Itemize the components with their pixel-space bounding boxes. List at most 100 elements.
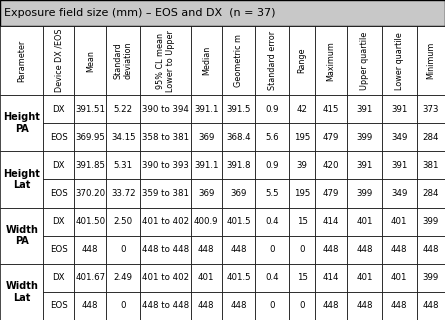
Text: Mean: Mean <box>86 50 95 72</box>
Bar <box>191 151 222 180</box>
Text: 399: 399 <box>356 189 373 198</box>
Bar <box>106 26 140 95</box>
Text: 0: 0 <box>121 301 126 310</box>
Bar <box>255 207 289 236</box>
Text: 448: 448 <box>82 301 98 310</box>
Bar <box>417 236 445 264</box>
Bar <box>417 95 445 123</box>
Bar <box>44 264 74 292</box>
Bar <box>222 123 255 151</box>
Bar <box>74 292 106 320</box>
Bar <box>255 236 289 264</box>
Text: 448: 448 <box>230 245 247 254</box>
Bar <box>222 151 255 180</box>
Text: 401: 401 <box>356 273 373 282</box>
Bar <box>347 26 382 95</box>
Text: 391.85: 391.85 <box>75 161 105 170</box>
Bar <box>140 123 191 151</box>
Bar <box>44 151 74 180</box>
Bar <box>74 180 106 207</box>
Text: 0: 0 <box>270 245 275 254</box>
Text: Median: Median <box>202 46 211 75</box>
Text: Standard
deviation: Standard deviation <box>113 42 133 79</box>
Text: 195: 195 <box>294 133 310 142</box>
Text: 369: 369 <box>230 189 247 198</box>
Bar <box>222 236 255 264</box>
Bar <box>106 264 140 292</box>
Text: 448: 448 <box>82 245 98 254</box>
Bar <box>255 264 289 292</box>
Text: EOS: EOS <box>50 133 68 142</box>
Bar <box>191 180 222 207</box>
Text: 391.1: 391.1 <box>194 161 218 170</box>
Text: Upper quartile: Upper quartile <box>360 31 369 90</box>
Text: 5.5: 5.5 <box>266 189 279 198</box>
Text: Standard error: Standard error <box>268 31 277 90</box>
Text: 349: 349 <box>391 133 408 142</box>
Bar <box>191 264 222 292</box>
Text: 391: 391 <box>391 105 408 114</box>
Bar <box>315 151 347 180</box>
Bar <box>347 236 382 264</box>
Bar <box>191 95 222 123</box>
Bar <box>74 123 106 151</box>
Text: EOS: EOS <box>50 189 68 198</box>
Bar <box>289 292 315 320</box>
Bar <box>140 180 191 207</box>
Text: 5.31: 5.31 <box>113 161 133 170</box>
Text: 359 to 381: 359 to 381 <box>142 189 189 198</box>
Bar <box>347 123 382 151</box>
Text: Maximum: Maximum <box>327 41 336 81</box>
Bar <box>417 264 445 292</box>
Bar <box>140 151 191 180</box>
Text: DX: DX <box>53 105 65 114</box>
Text: 391.5: 391.5 <box>226 105 251 114</box>
Bar <box>315 236 347 264</box>
Bar <box>106 207 140 236</box>
Bar <box>315 95 347 123</box>
Text: 373: 373 <box>423 105 439 114</box>
Bar <box>315 207 347 236</box>
Text: 448: 448 <box>198 301 214 310</box>
Bar <box>44 95 74 123</box>
Bar <box>222 26 255 95</box>
Text: 381: 381 <box>423 161 439 170</box>
Text: 369: 369 <box>198 189 214 198</box>
Text: DX: DX <box>53 217 65 226</box>
Text: 42: 42 <box>296 105 307 114</box>
Bar <box>417 26 445 95</box>
Text: Device DX /EOS: Device DX /EOS <box>54 29 63 92</box>
Bar <box>0 26 44 95</box>
Text: 401: 401 <box>391 273 408 282</box>
Text: 448: 448 <box>423 245 439 254</box>
Bar <box>222 95 255 123</box>
Bar <box>140 95 191 123</box>
Text: Width
PA: Width PA <box>5 225 38 246</box>
Bar <box>74 264 106 292</box>
Text: Geometric m: Geometric m <box>234 34 243 87</box>
Bar <box>382 151 417 180</box>
Text: 195: 195 <box>294 189 310 198</box>
Text: 5.22: 5.22 <box>113 105 133 114</box>
Bar <box>106 95 140 123</box>
Bar <box>0 95 44 151</box>
Text: 448: 448 <box>391 245 408 254</box>
Bar <box>382 180 417 207</box>
Bar <box>417 180 445 207</box>
Bar <box>417 151 445 180</box>
Text: 390 to 393: 390 to 393 <box>142 161 189 170</box>
Bar <box>191 207 222 236</box>
Text: Height
Lat: Height Lat <box>3 169 40 190</box>
Bar <box>44 292 74 320</box>
Text: 401.5: 401.5 <box>226 273 251 282</box>
Text: 391.51: 391.51 <box>75 105 105 114</box>
Text: 0.4: 0.4 <box>266 273 279 282</box>
Bar <box>44 207 74 236</box>
Bar <box>417 292 445 320</box>
Text: 448 to 448: 448 to 448 <box>142 301 189 310</box>
Text: 479: 479 <box>323 133 339 142</box>
Text: 369: 369 <box>198 133 214 142</box>
Bar <box>315 292 347 320</box>
Text: Lower quartile: Lower quartile <box>395 32 404 90</box>
Text: 2.50: 2.50 <box>113 217 133 226</box>
